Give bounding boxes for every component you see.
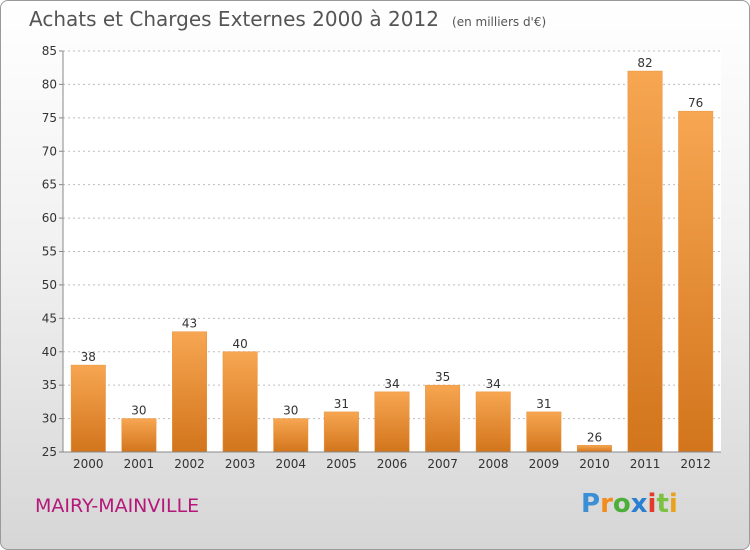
y-tick-label: 60 [42,211,57,225]
chart-unit: (en milliers d'€) [452,15,547,29]
value-label: 31 [536,397,551,411]
axes: 25 30 35 40 45 50 55 60 65 70 75 80 85 2000 2001 2002 20… [42,44,721,471]
bars [70,70,714,453]
bar-2003 [222,351,258,453]
bar-2007 [425,384,461,453]
y-tick-label: 45 [42,311,57,325]
bar-2010 [577,445,612,453]
bar-2002 [172,331,207,453]
y-tick-label: 35 [42,378,57,392]
value-label: 38 [81,350,96,364]
x-tick-label: 2002 [174,457,205,471]
logo-letter: o [612,489,631,519]
bar-2008 [475,391,511,453]
x-tick-label: 2001 [124,457,155,471]
chart-title: Achats et Charges Externes 2000 à 2012 [29,7,439,31]
town-name: MAIRY-MAINVILLE [35,495,200,517]
x-tick-label: 2011 [630,457,661,471]
bar-2004 [273,418,309,453]
bar-2009 [526,411,562,453]
value-label: 34 [486,377,501,391]
logo-letter: r [600,489,613,519]
title-row: Achats et Charges Externes 2000 à 2012 (… [29,7,546,31]
logo-letter: x [630,489,648,519]
y-tick-label: 85 [42,44,57,58]
x-tick-label: 2005 [326,457,357,471]
y-tick-label: 25 [42,445,57,459]
bar-2005 [323,411,359,453]
logo-letter: t [656,489,669,519]
value-label: 35 [435,370,450,384]
value-label: 40 [233,337,248,351]
bar-2006 [374,391,410,453]
y-tick-label: 55 [42,245,57,259]
y-tick-label: 70 [42,144,57,158]
x-tick-label: 2003 [225,457,256,471]
value-label: 30 [283,404,298,418]
bar-2011 [627,70,663,453]
y-tick-label: 80 [42,77,57,91]
x-tick-label: 2004 [275,457,306,471]
x-tick-label: 2008 [478,457,509,471]
value-labels: 38 30 43 40 30 31 34 35 34 31 26 82 76 [81,56,704,444]
x-tick-label: 2007 [427,457,458,471]
bar-2000 [70,364,106,453]
value-label: 82 [637,56,652,70]
y-tick-label: 30 [42,412,57,426]
y-tick-label: 50 [42,278,57,292]
value-label: 26 [587,430,602,444]
proxiti-logo: Proxiti [581,489,678,519]
x-tick-label: 2010 [579,457,610,471]
x-tick-label: 2012 [680,457,711,471]
value-label: 34 [384,377,399,391]
x-tick-label: 2009 [529,457,560,471]
value-label: 43 [182,317,197,331]
logo-letter: P [581,489,601,519]
value-label: 31 [334,397,349,411]
y-tick-label: 75 [42,111,57,125]
y-tick-label: 65 [42,178,57,192]
logo-letter: i [668,489,678,519]
y-tick-label: 40 [42,345,57,359]
bar-2001 [121,418,157,453]
value-label: 30 [131,404,146,418]
x-tick-label: 2000 [73,457,104,471]
x-tick-label: 2006 [377,457,408,471]
bar-2012 [678,110,714,453]
value-label: 76 [688,96,703,110]
logo-letter: i [647,489,657,519]
